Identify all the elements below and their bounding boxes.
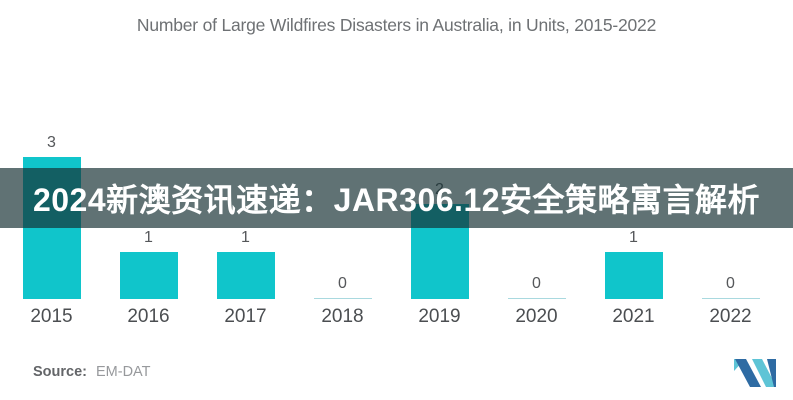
value-label: 0 (726, 275, 735, 292)
x-tick-label-2018: 2018 (321, 306, 364, 327)
x-tick-label-2016: 2016 (127, 306, 170, 327)
logo-teal-diagonal (752, 359, 775, 387)
zero-value-line (701, 298, 760, 299)
bar-column-2018: 0 (294, 125, 391, 299)
bar-column-2022: 0 (682, 125, 779, 299)
value-label: 0 (338, 275, 347, 292)
promo-overlay-text: 2024新澳资讯速递：JAR306.12安全策略寓言解析 (32, 182, 761, 218)
value-label: 1 (629, 228, 638, 246)
x-tick-label-2021: 2021 (612, 306, 655, 327)
logo-navy-corner (767, 359, 776, 387)
x-tick-label-2020: 2020 (515, 306, 558, 327)
value-label: 1 (144, 228, 153, 246)
value-label: 3 (47, 133, 56, 151)
bar-column-2016: 1 (100, 125, 197, 299)
x-tick-label-2017: 2017 (224, 306, 267, 327)
mordor-intelligence-logo (734, 359, 776, 387)
bar-column-2021: 1 (585, 125, 682, 299)
x-tick-label-2019: 2019 (418, 306, 461, 327)
source-value: EM-DAT (96, 364, 151, 380)
zero-value-line (313, 298, 372, 299)
x-axis-labels: 2015 2016 2017 2018 2019 2020 2021 2022 (3, 306, 779, 328)
promo-overlay-banner: 2024新澳资讯速递：JAR306.12安全策略寓言解析 (0, 168, 793, 228)
source-line: Source: EM-DAT (33, 364, 151, 380)
logo-navy-diagonal (735, 359, 761, 387)
x-tick-label-2015: 2015 (30, 306, 73, 327)
chart-title: Number of Large Wildfires Disasters in A… (136, 15, 657, 35)
bar (119, 251, 178, 299)
value-label: 0 (532, 275, 541, 292)
bar (604, 251, 663, 299)
bar-column-2017: 1 (197, 125, 294, 299)
x-tick-label-2022: 2022 (709, 306, 752, 327)
bar (216, 251, 275, 299)
value-label: 1 (241, 228, 250, 246)
source-label: Source: (33, 364, 87, 380)
zero-value-line (507, 298, 566, 299)
bar-column-2020: 0 (488, 125, 585, 299)
